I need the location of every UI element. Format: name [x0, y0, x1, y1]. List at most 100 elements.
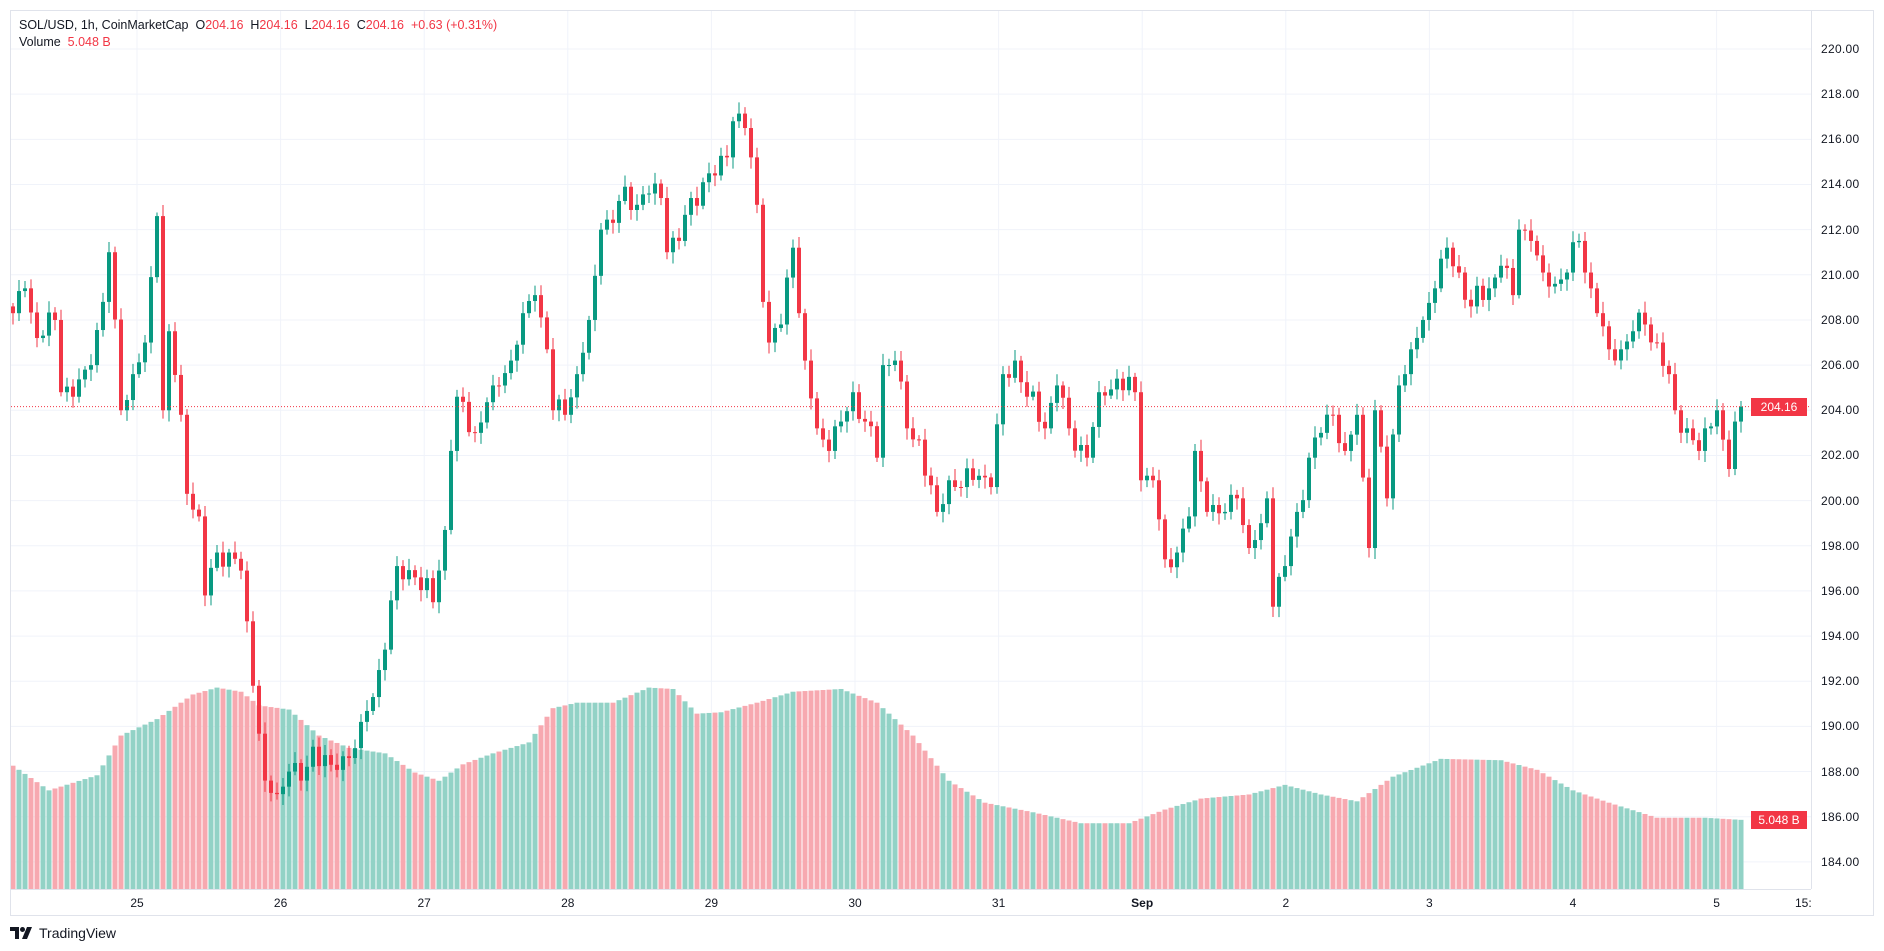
volume-label[interactable]: Volume: [19, 35, 61, 49]
candle-body: [1475, 285, 1479, 307]
volume-bar: [1732, 819, 1738, 889]
time-axis[interactable]: 25 26 27 28 29 30 31 Sep 2 3 4 5 15:00: [11, 889, 1811, 916]
candle-body: [455, 396, 459, 451]
price-tick-label: 202.00: [1821, 448, 1860, 463]
close-value: 204.16: [365, 18, 405, 32]
candle-body: [1493, 277, 1497, 289]
volume-bar: [358, 749, 364, 889]
candle-body: [1637, 312, 1641, 332]
candle-body: [419, 577, 423, 591]
candle-body: [1397, 385, 1401, 435]
candle-body: [545, 317, 549, 350]
tradingview-logo[interactable]: TradingView: [10, 925, 116, 941]
volume-bar: [88, 777, 94, 889]
volume-bar: [478, 757, 484, 889]
price-axis[interactable]: 220.00 218.00 216.00 214.00 212.00 210.00 208.…: [1811, 11, 1873, 889]
volume-bar: [1138, 818, 1144, 889]
candle-body: [803, 313, 807, 361]
candle-body: [1733, 421, 1737, 469]
volume-bar: [1738, 819, 1744, 889]
candle-body: [629, 186, 633, 210]
chart-plot-area[interactable]: SOL/USD, 1h, CoinMarketCap O204.16 H204.…: [11, 11, 1812, 889]
candle-body: [1199, 450, 1203, 482]
volume-bar: [1696, 817, 1702, 889]
candle-body: [707, 173, 711, 183]
candle-body: [497, 385, 501, 387]
candle-body: [1679, 410, 1683, 433]
candle-body: [533, 295, 537, 302]
candle-body: [965, 468, 969, 488]
volume-bar: [1660, 817, 1666, 889]
price-tick-label: 190.00: [1821, 719, 1860, 734]
candle-body: [389, 600, 393, 650]
volume-row: Volume 5.048 B: [19, 34, 497, 51]
candle-body: [1295, 511, 1299, 537]
candle-body: [1439, 258, 1443, 289]
volume-bar: [1012, 808, 1018, 889]
volume-bar: [1156, 811, 1162, 889]
volume-bar: [1180, 804, 1186, 889]
candle-body: [869, 421, 873, 427]
open-value: 204.16: [205, 18, 244, 32]
candle-body: [1127, 376, 1131, 391]
candle-body: [1595, 288, 1599, 314]
candle-body: [107, 252, 111, 302]
close-label: C: [356, 18, 366, 32]
candle-body: [1469, 299, 1473, 307]
time-tick-label: 27: [417, 896, 431, 910]
volume-bar: [904, 730, 910, 889]
volume-bar: [418, 774, 424, 889]
volume-bar: [994, 805, 1000, 889]
volume-bar: [538, 725, 544, 889]
volume-bar: [1654, 817, 1660, 889]
candle-body: [1181, 528, 1185, 553]
symbol-title[interactable]: SOL/USD, 1h, CoinMarketCap: [19, 18, 189, 32]
volume-bar: [1432, 761, 1438, 889]
candle-body: [1607, 326, 1611, 350]
candle-body: [413, 570, 417, 578]
volume-bar: [1330, 796, 1336, 889]
volume-bar: [874, 702, 880, 889]
volume-bar: [1510, 763, 1516, 889]
candle-body: [1121, 378, 1125, 391]
volume-bar: [328, 740, 334, 889]
volume-bar: [178, 702, 184, 889]
volume-bar: [928, 758, 934, 889]
candle-body: [1007, 374, 1011, 378]
volume-bar: [634, 692, 640, 889]
volume-bar: [34, 782, 40, 889]
volume-bar: [1630, 810, 1636, 889]
candle-body: [1055, 385, 1059, 403]
candle-body: [53, 312, 57, 320]
volume-bar: [484, 755, 490, 889]
candle-body: [1019, 360, 1023, 383]
candle-body: [815, 398, 819, 429]
volume-bar: [22, 773, 28, 889]
candle-body: [1145, 475, 1149, 481]
candle-body: [1211, 504, 1215, 512]
candle-body: [731, 121, 735, 158]
candle-body: [197, 509, 201, 517]
volume-bar: [1114, 823, 1120, 889]
volume-bar: [1168, 807, 1174, 889]
volume-bar: [454, 768, 460, 889]
candle-body: [305, 766, 309, 781]
candle-body: [1379, 410, 1383, 447]
candle-body: [605, 219, 609, 230]
volume-bar: [664, 688, 670, 889]
volume-bar: [76, 780, 82, 889]
volume-bar: [190, 694, 196, 889]
volume-bar: [1072, 821, 1078, 889]
volume-bar: [1552, 780, 1558, 889]
volume-bar: [508, 747, 514, 889]
price-tick-label: 204.00: [1821, 403, 1860, 418]
candle-body: [383, 649, 387, 671]
candle-body: [113, 252, 117, 320]
candle-body: [491, 385, 495, 403]
candle-body: [1601, 313, 1605, 327]
candle-body: [773, 327, 777, 343]
volume-bar: [1366, 793, 1372, 889]
volume-bar: [520, 744, 526, 889]
volume-bar: [580, 702, 586, 889]
candle-body: [209, 567, 213, 596]
